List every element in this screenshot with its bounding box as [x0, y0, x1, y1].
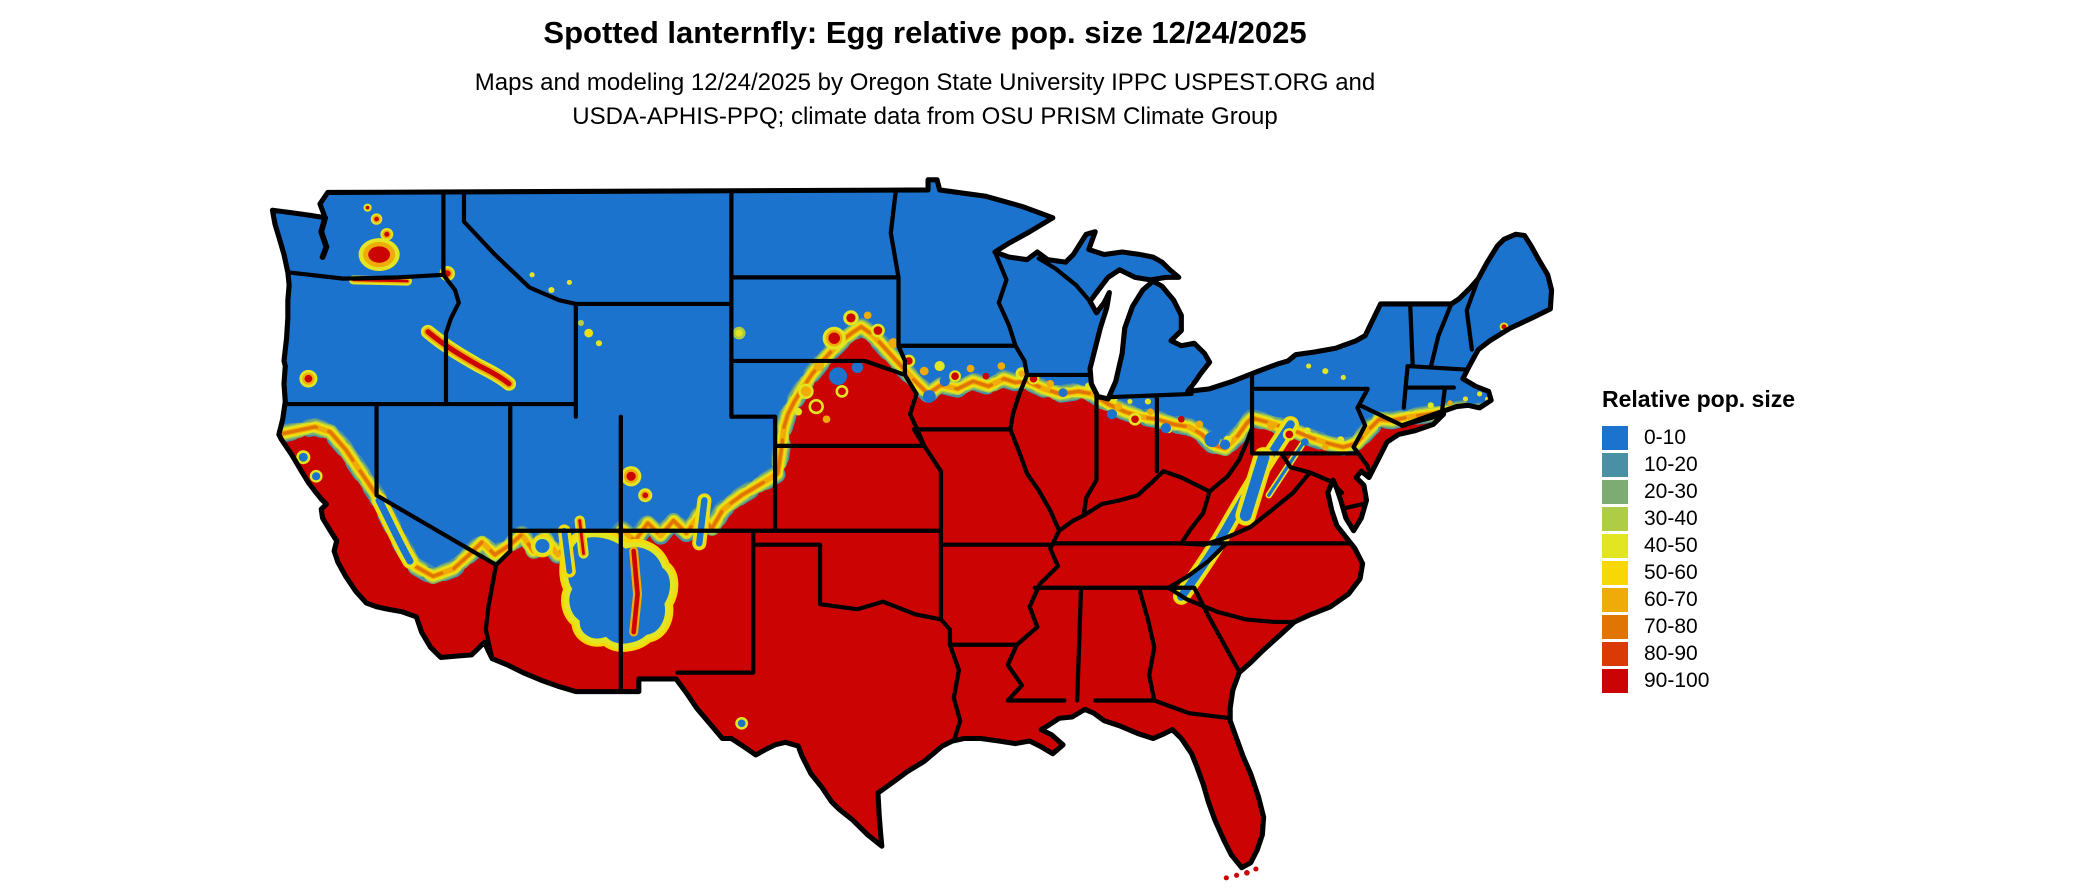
subtitle-line-2: USDA-APHIS-PPQ; climate data from OSU PR…: [572, 103, 1278, 130]
legend-item-label: 30-40: [1644, 506, 1698, 530]
legend: Relative pop. size 0-10 10-20 20-30 30-40 40…: [1602, 386, 1795, 694]
us-choropleth-map: [269, 177, 1555, 881]
header: Spotted lanternfly: Egg relative pop. si…: [0, 14, 1850, 134]
legend-item: 20-30: [1602, 478, 1795, 505]
legend-item-label: 0-10: [1644, 425, 1687, 449]
transition-band: [272, 317, 1507, 586]
legend-swatch: [1602, 506, 1628, 531]
legend-item: 50-60: [1602, 559, 1795, 586]
map-title: Spotted lanternfly: Egg relative pop. si…: [543, 15, 1307, 50]
legend-item-label: 20-30: [1644, 479, 1698, 503]
legend-swatch: [1602, 641, 1628, 666]
legend-item: 60-70: [1602, 586, 1795, 613]
hotspot-patches: [299, 203, 1523, 559]
legend-item: 0-10: [1602, 424, 1795, 451]
state-borders: [278, 187, 1481, 744]
puget-sound: [318, 214, 330, 260]
legend-item-label: 80-90: [1644, 641, 1698, 665]
legend-item-label: 10-20: [1644, 452, 1698, 476]
legend-swatch: [1602, 452, 1628, 477]
legend-item: 30-40: [1602, 505, 1795, 532]
legend-swatch: [1602, 668, 1628, 693]
legend-swatch: [1602, 533, 1628, 558]
legend-swatch: [1602, 425, 1628, 450]
legend-item: 10-20: [1602, 451, 1795, 478]
legend-item: 80-90: [1602, 640, 1795, 667]
legend-title: Relative pop. size: [1602, 386, 1796, 412]
legend-item: 70-80: [1602, 613, 1795, 640]
legend-swatch: [1602, 479, 1628, 504]
map-container: [266, 176, 1558, 888]
legend-item-label: 90-100: [1644, 668, 1710, 692]
legend-swatch: [1602, 614, 1628, 639]
legend-item-label: 50-60: [1644, 560, 1698, 584]
legend-items: 0-10 10-20 20-30 30-40 40-50 50-60 60-70 70-80 8…: [1602, 424, 1795, 694]
map-subtitle: Maps and modeling 12/24/2025 by Oregon S…: [0, 66, 1850, 134]
legend-item: 40-50: [1602, 532, 1795, 559]
florida-keys: [1223, 866, 1259, 881]
legend-swatch: [1602, 560, 1628, 585]
legend-item-label: 60-70: [1644, 587, 1698, 611]
legend-item-label: 40-50: [1644, 533, 1698, 557]
subtitle-line-1: Maps and modeling 12/24/2025 by Oregon S…: [474, 69, 1376, 96]
us-outline: [269, 177, 1555, 871]
legend-swatch: [1602, 587, 1628, 612]
legend-item-label: 70-80: [1644, 614, 1698, 638]
legend-item: 90-100: [1602, 667, 1795, 694]
